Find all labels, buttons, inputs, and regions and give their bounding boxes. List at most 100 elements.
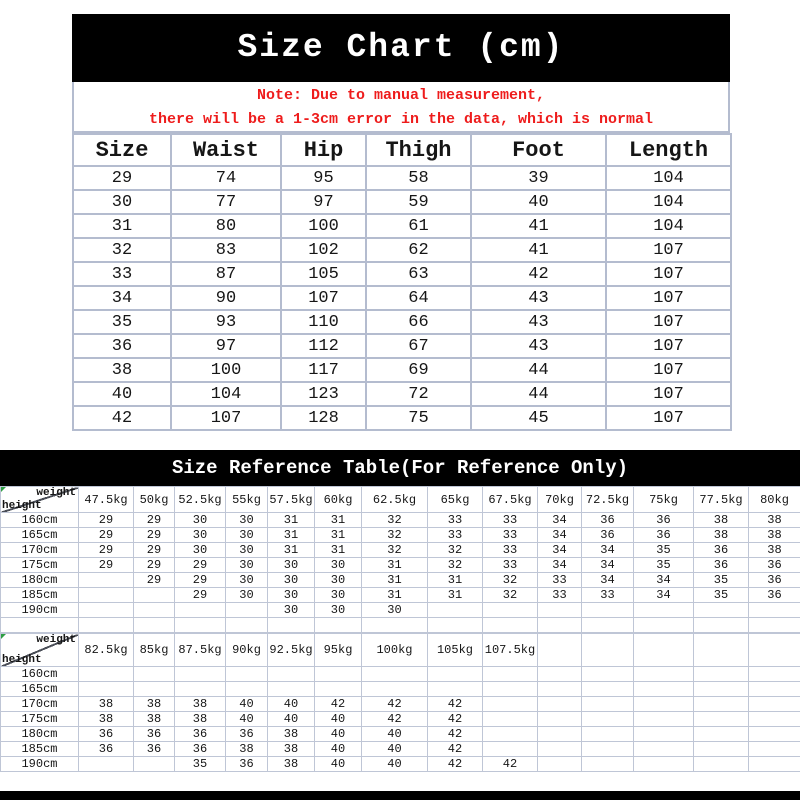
size-value-cell: 30 [267,572,315,588]
weight-header-cell: 60kg [314,486,362,513]
size-value-cell [174,681,226,697]
size-value-cell [225,681,268,697]
size-value-cell: 36 [633,512,694,528]
size-value-cell: 36 [581,527,634,543]
size-value-cell: 40 [314,756,362,772]
size-chart-cell: 102 [280,237,367,263]
size-chart-cell: 43 [470,285,607,311]
weight-header-cell: 55kg [225,486,268,513]
size-value-cell: 31 [314,512,362,528]
size-value-cell: 40 [361,741,428,757]
size-value-cell: 30 [225,557,268,573]
matrix-data-row: 170cm 29 29 30 30 31 31 32 32 33 34 34 35 36 38 [0,542,800,558]
size-value-cell [581,741,634,757]
matrix-data-row: 185cm 29 30 30 30 31 31 32 33 33 34 35 36 [0,587,800,603]
weight-height-diagonal-header: weight height [0,486,79,513]
matrix-data-row: 160cm [0,666,800,682]
matrix-data-row: 185cm 36 36 36 38 38 40 40 42 [0,741,800,757]
empty-cell [0,617,79,633]
size-value-cell [314,681,362,697]
size-value-cell: 30 [314,602,362,618]
size-value-cell: 42 [427,711,483,727]
size-value-cell: 32 [361,512,428,528]
size-chart-cell: 72 [365,381,472,407]
size-reference-title: Size Reference Table(For Reference Only) [0,450,800,486]
size-value-cell: 42 [427,726,483,742]
size-value-cell: 29 [133,512,175,528]
size-value-cell: 35 [693,572,749,588]
size-value-cell: 33 [482,512,538,528]
size-value-cell [748,696,800,712]
size-value-cell: 32 [482,587,538,603]
size-chart-cell: 42 [470,261,607,287]
size-value-cell: 30 [225,542,268,558]
size-value-cell: 38 [267,726,315,742]
size-value-cell: 33 [427,512,483,528]
size-value-cell [693,711,749,727]
size-value-cell: 38 [133,711,175,727]
size-value-cell [693,602,749,618]
size-value-cell [537,696,582,712]
size-value-cell [482,602,538,618]
size-chart-cell: 31 [72,213,172,239]
matrix-data-row: 175cm 29 29 29 30 30 30 31 32 33 34 34 35 36 36 [0,557,800,573]
size-value-cell: 33 [537,587,582,603]
size-value-cell: 36 [78,726,134,742]
size-value-cell: 31 [267,527,315,543]
height-header-cell: 170cm [0,542,79,558]
size-value-cell: 36 [174,726,226,742]
weight-header-cell: 87.5kg [174,633,226,667]
size-chart-cell: 41 [470,213,607,239]
height-axis-label: height [2,500,42,512]
size-value-cell [78,756,134,772]
size-value-cell [537,681,582,697]
size-value-cell: 30 [174,527,226,543]
empty-cell [482,617,538,633]
empty-cell [225,617,268,633]
size-value-cell: 40 [361,726,428,742]
size-value-cell [78,572,134,588]
size-chart-cell: 43 [470,333,607,359]
empty-cell [581,617,634,633]
size-value-cell: 36 [693,557,749,573]
size-value-cell: 40 [361,756,428,772]
measurement-note: Note: Due to manual measurement, there w… [72,82,730,133]
size-value-cell: 32 [361,527,428,543]
weight-header-cell [633,633,694,667]
size-chart-row: 30 77 97 59 40 104 [72,189,732,215]
size-value-cell: 30 [314,572,362,588]
size-value-cell [581,711,634,727]
size-value-cell [225,666,268,682]
size-value-cell [748,756,800,772]
size-chart-cell: 107 [170,405,282,431]
size-chart-cell: 77 [170,189,282,215]
size-chart-cell: 69 [365,357,472,383]
size-chart-cell: 64 [365,285,472,311]
weight-header-cell: 67.5kg [482,486,538,513]
size-value-cell: 42 [361,696,428,712]
size-value-cell: 30 [314,557,362,573]
size-value-cell [174,602,226,618]
size-chart-cell: 110 [280,309,367,335]
size-value-cell: 32 [482,572,538,588]
size-value-cell: 35 [633,557,694,573]
size-value-cell: 42 [427,741,483,757]
size-value-cell [78,666,134,682]
size-chart-cell: 62 [365,237,472,263]
size-value-cell: 31 [361,587,428,603]
height-header-cell: 165cm [0,681,79,697]
size-value-cell: 36 [748,587,800,603]
weight-header-cell: 90kg [225,633,268,667]
size-value-cell [427,602,483,618]
size-chart-row: 40 104 123 72 44 107 [72,381,732,407]
size-value-cell [693,726,749,742]
empty-cell [693,617,749,633]
weight-header-cell: 107.5kg [482,633,538,667]
size-value-cell: 33 [482,557,538,573]
size-value-cell [537,726,582,742]
size-value-cell: 31 [427,587,483,603]
weight-header-cell: 95kg [314,633,362,667]
size-value-cell [133,756,175,772]
weight-header-cell: 70kg [537,486,582,513]
size-value-cell: 30 [174,542,226,558]
